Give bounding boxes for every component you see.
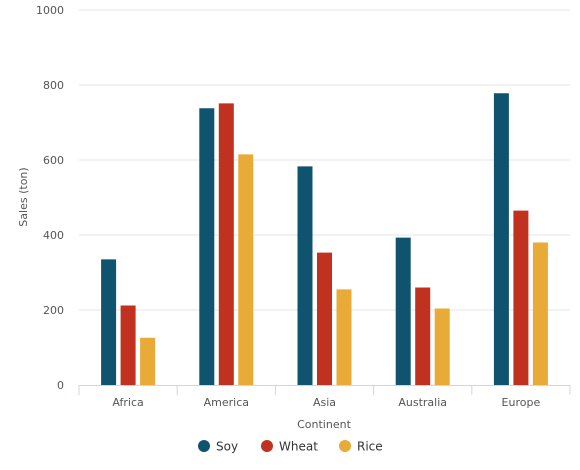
y-tick-label: 200 <box>43 304 64 317</box>
y-tick-label: 400 <box>43 229 64 242</box>
bar-wheat-america[interactable] <box>218 103 234 385</box>
bar-rice-asia[interactable] <box>336 289 352 385</box>
bar-rice-africa[interactable] <box>140 337 156 385</box>
bar-wheat-asia[interactable] <box>317 252 332 385</box>
bar-wheat-australia[interactable] <box>415 287 431 386</box>
x-tick-label: Australia <box>398 396 447 409</box>
bar-soy-asia[interactable] <box>297 166 313 385</box>
bar-soy-america[interactable] <box>199 108 215 385</box>
legend-marker <box>198 440 210 452</box>
y-tick-label: 1000 <box>36 4 64 17</box>
bar-rice-australia[interactable] <box>434 308 450 386</box>
legend[interactable]: Soy Wheat Rice <box>198 440 383 454</box>
legend-label: Wheat <box>279 440 318 454</box>
bar-rice-america[interactable] <box>238 154 254 385</box>
legend-item-rice[interactable]: Rice <box>339 440 383 454</box>
y-tick-label: 600 <box>43 154 64 167</box>
x-tick-label: Europe <box>502 396 541 409</box>
y-tick-label: 0 <box>57 379 64 392</box>
bars <box>101 93 548 385</box>
legend-item-wheat[interactable]: Wheat <box>261 440 318 454</box>
legend-marker <box>339 440 351 452</box>
x-tick-label: Asia <box>313 396 336 409</box>
x-tick-label: Africa <box>112 396 143 409</box>
legend-label: Soy <box>216 440 238 454</box>
legend-item-soy[interactable]: Soy <box>198 440 238 454</box>
bar-wheat-europe[interactable] <box>513 210 529 385</box>
bar-rice-europe[interactable] <box>532 242 548 386</box>
y-tick-label: 800 <box>43 79 64 92</box>
legend-label: Rice <box>357 440 383 454</box>
x-tick-label: America <box>204 396 249 409</box>
bar-soy-africa[interactable] <box>101 259 117 385</box>
x-axis-ticks: Africa America Asia Australia Europe <box>78 385 571 409</box>
gridlines <box>79 9 570 311</box>
y-axis-ticks: 0 200 400 600 800 1000 <box>36 4 64 392</box>
bar-wheat-africa[interactable] <box>120 305 136 386</box>
legend-marker <box>261 440 273 452</box>
bar-soy-europe[interactable] <box>493 93 509 385</box>
y-axis-title: Sales (ton) <box>17 167 30 226</box>
bar-soy-australia[interactable] <box>395 237 411 385</box>
x-axis-title: Continent <box>297 418 351 431</box>
